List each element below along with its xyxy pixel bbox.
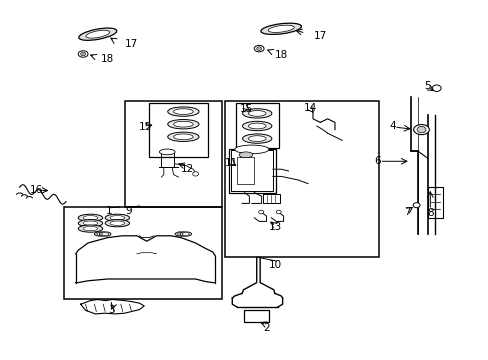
Bar [224,101,378,257]
Ellipse shape [97,233,103,235]
Bar [228,149,276,193]
Bar [124,101,222,207]
Ellipse shape [248,111,265,116]
Ellipse shape [239,152,252,158]
Ellipse shape [256,47,261,50]
Ellipse shape [83,216,98,220]
Ellipse shape [83,221,98,225]
Ellipse shape [78,214,102,221]
Ellipse shape [258,210,263,214]
Text: 2: 2 [263,323,270,333]
Ellipse shape [261,23,301,35]
Ellipse shape [110,221,124,225]
Bar [63,207,222,299]
Text: 7: 7 [404,207,410,217]
Text: 13: 13 [268,222,282,232]
Ellipse shape [180,232,191,236]
Ellipse shape [242,121,271,131]
Text: 6: 6 [374,156,381,166]
Ellipse shape [81,52,85,56]
Text: 12: 12 [180,164,194,174]
Text: 14: 14 [303,103,316,113]
Ellipse shape [248,123,265,129]
Ellipse shape [175,232,186,236]
Ellipse shape [105,220,129,227]
Ellipse shape [413,125,428,135]
Text: 9: 9 [125,206,132,216]
Ellipse shape [242,109,271,118]
Bar [161,153,173,167]
Ellipse shape [234,145,268,154]
Bar [235,103,278,148]
Ellipse shape [192,172,198,176]
Text: 11: 11 [224,158,238,168]
Ellipse shape [110,216,124,220]
Bar [149,103,207,157]
Ellipse shape [78,220,102,227]
Ellipse shape [167,107,199,116]
Bar [244,310,268,322]
Ellipse shape [102,233,108,235]
Text: 3: 3 [108,305,115,315]
Text: 5: 5 [423,81,430,91]
Ellipse shape [177,233,184,235]
Ellipse shape [167,132,199,141]
Text: 17: 17 [124,39,138,49]
Text: 18: 18 [274,50,287,60]
Text: 8: 8 [426,208,433,218]
Ellipse shape [416,126,425,133]
Ellipse shape [276,210,281,214]
Text: 18: 18 [101,54,114,64]
Text: 17: 17 [313,31,326,41]
Text: 16: 16 [29,185,43,195]
Text: 4: 4 [389,121,396,131]
Ellipse shape [94,232,106,236]
Ellipse shape [242,134,271,143]
Text: 15: 15 [239,104,252,114]
Ellipse shape [431,85,440,91]
Ellipse shape [248,136,265,141]
Ellipse shape [412,203,419,208]
Bar [263,194,279,203]
Ellipse shape [99,232,111,236]
Ellipse shape [173,134,193,140]
Ellipse shape [78,225,102,232]
Text: 1: 1 [106,206,113,216]
Text: 10: 10 [269,260,282,270]
Ellipse shape [173,109,193,114]
Bar [230,150,272,191]
Bar [427,187,442,218]
Ellipse shape [105,214,129,221]
Ellipse shape [86,30,109,38]
Text: 15: 15 [139,122,152,132]
Ellipse shape [79,28,117,40]
Ellipse shape [267,25,294,32]
Ellipse shape [167,120,199,129]
Ellipse shape [182,233,189,235]
Bar [237,157,254,184]
Ellipse shape [78,51,88,57]
Ellipse shape [173,121,193,127]
Ellipse shape [83,226,98,231]
Ellipse shape [159,149,175,155]
Ellipse shape [254,45,264,52]
